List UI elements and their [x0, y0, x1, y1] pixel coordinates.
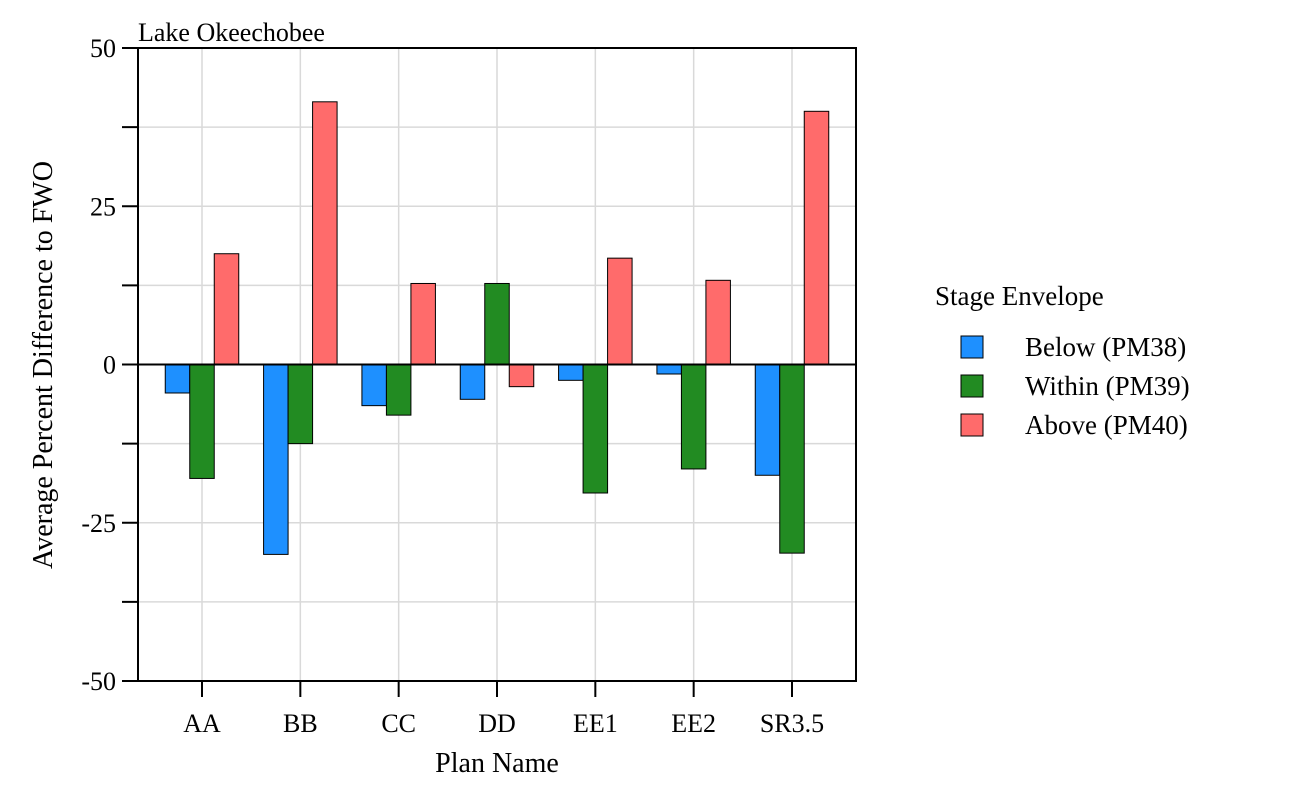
y-axis-title: Average Percent Difference to FWO — [28, 161, 59, 569]
y-tick-label: 0 — [103, 351, 116, 380]
y-tick-label: -25 — [81, 509, 116, 538]
x-axis: AA BB CC DD EE1 EE2 SR3.5 — [183, 681, 824, 738]
bar-ee2-series-3 — [705, 279, 731, 366]
bar-bb-series-1 — [263, 364, 289, 555]
bar-bb-series-2 — [287, 364, 314, 445]
legend-swatch-3 — [960, 413, 984, 437]
bar-dd-series-2 — [484, 282, 510, 366]
legend-swatch-2 — [960, 374, 984, 398]
bar-sr35-series-3 — [803, 110, 830, 365]
legend-label-3: Above (PM40) — [1025, 410, 1188, 440]
y-axis: 50 25 0 -25 -50 — [81, 34, 138, 696]
bar-sr35-series-1 — [754, 364, 781, 476]
bar-aa-series-1 — [164, 364, 191, 394]
x-tick-label: SR3.5 — [760, 709, 824, 738]
bar-ee1-series-3 — [607, 257, 633, 366]
bar-cc-series-2 — [385, 364, 412, 416]
bar-ee1-series-1 — [558, 364, 584, 381]
bar-ee1-series-2 — [582, 364, 609, 494]
y-tick-label: 25 — [90, 192, 116, 221]
legend-title: Stage Envelope — [935, 281, 1104, 311]
x-tick-label: CC — [381, 709, 416, 738]
bar-aa-series-3 — [213, 253, 240, 366]
x-tick-label: DD — [478, 709, 516, 738]
x-tick-label: EE2 — [671, 709, 716, 738]
x-axis-title: Plan Name — [435, 748, 559, 779]
bar-cc-series-3 — [410, 282, 436, 366]
x-tick-label: BB — [283, 709, 318, 738]
bar-sr35-series-2 — [779, 364, 805, 554]
legend-label-1: Below (PM38) — [1025, 332, 1186, 362]
legend-label-2: Within (PM39) — [1025, 371, 1190, 401]
legend-swatch-1 — [960, 335, 984, 359]
x-tick-label: AA — [183, 709, 221, 738]
bar-dd-series-3 — [508, 364, 535, 388]
bar-cc-series-1 — [361, 364, 387, 407]
bar-ee2-series-1 — [656, 364, 682, 375]
bar-ee2-series-2 — [680, 364, 707, 470]
bar-bb-series-3 — [312, 101, 338, 366]
y-tick-label: -50 — [81, 667, 116, 696]
chart-title: Lake Okeechobee — [138, 18, 325, 47]
bar-dd-series-1 — [459, 364, 486, 400]
bar-aa-series-2 — [189, 364, 215, 479]
legend: Stage Envelope Below (PM38) Within (PM39)… — [935, 281, 1190, 440]
y-tick-label: 50 — [90, 34, 116, 63]
x-tick-label: EE1 — [573, 709, 618, 738]
